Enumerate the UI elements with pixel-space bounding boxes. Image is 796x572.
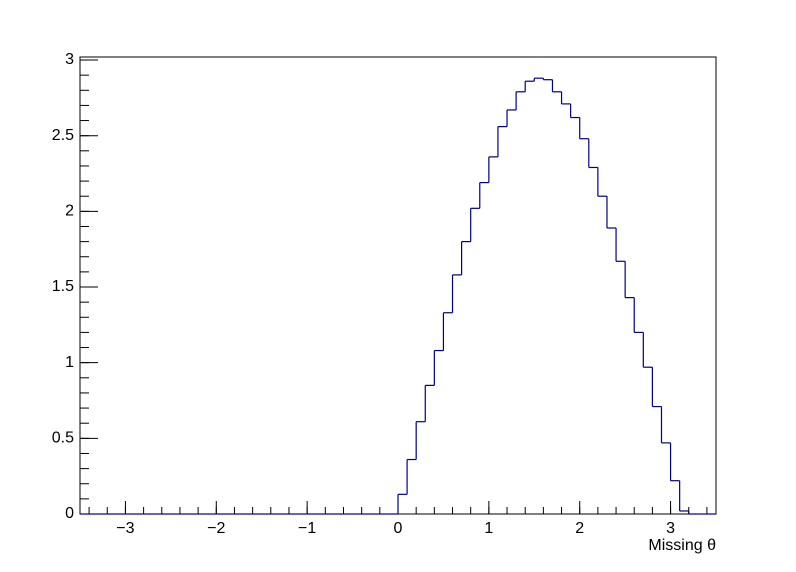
plot-frame <box>79 56 717 515</box>
y-tick-label: 3 <box>65 51 74 68</box>
y-tick-label: 2.5 <box>52 127 74 144</box>
y-tick-label: 0.5 <box>52 430 74 447</box>
x-tick-label: −3 <box>116 520 134 537</box>
y-tick-label: 1 <box>65 354 74 371</box>
x-tick-label: −1 <box>298 520 316 537</box>
y-tick-label: 1.5 <box>52 278 74 295</box>
x-tick-label: 1 <box>484 520 493 537</box>
x-tick-label: −2 <box>207 520 225 537</box>
x-tick-label: 3 <box>666 520 675 537</box>
x-axis-label: Missing θ <box>648 537 716 554</box>
y-tick-label: 2 <box>65 203 74 220</box>
x-tick-label: 0 <box>394 520 403 537</box>
y-tick-label: 0 <box>65 505 74 522</box>
x-tick-label: 2 <box>575 520 584 537</box>
